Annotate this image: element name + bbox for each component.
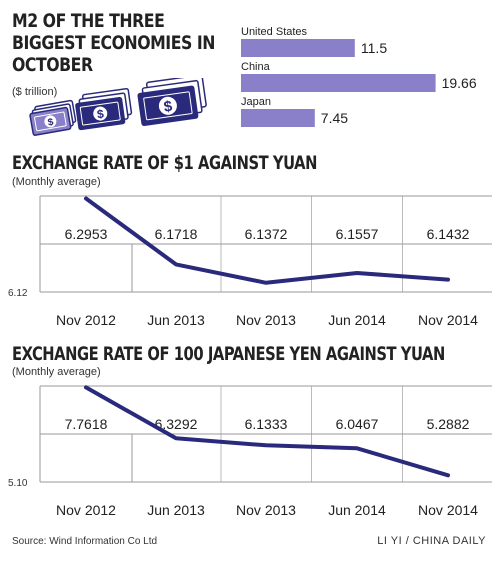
m2-value-label: 7.45 <box>321 110 348 126</box>
svg-text:$: $ <box>47 117 55 129</box>
banknote-small-icon: $ <box>29 99 77 136</box>
yen-ymin-label: 5.10 <box>8 478 28 489</box>
svg-text:$: $ <box>163 98 174 116</box>
m2-category-label: Japan <box>241 96 271 108</box>
banknote-medium-icon: $ <box>75 87 133 131</box>
yen-value-label: 7.7618 <box>65 416 108 432</box>
yen-value-label: 6.3292 <box>155 416 198 432</box>
yen-value-label: 6.0467 <box>336 416 379 432</box>
usd-value-label: 6.1557 <box>336 226 379 242</box>
yen-value-label: 6.1333 <box>245 416 288 432</box>
usd-chart-title: EXCHANGE RATE OF $1 AGAINST YUAN <box>12 152 317 174</box>
yen-chart-subtitle: (Monthly average) <box>12 366 101 378</box>
m2-value-label: 19.66 <box>442 75 477 91</box>
usd-line-chart: 6.12 6.2953 6.1718 6.1372 6.1557 6.1432 Nov 20… <box>8 195 492 328</box>
yen-x-tick-label: Jun 2013 <box>147 502 205 518</box>
m2-value-label: 11.5 <box>361 40 387 56</box>
usd-x-tick-label: Nov 2013 <box>236 312 296 328</box>
yen-series-line <box>84 385 450 478</box>
usd-series-line <box>84 196 450 285</box>
usd-x-tick-label: Nov 2014 <box>418 312 478 328</box>
credit-note: LI YI / CHINA DAILY <box>377 535 486 547</box>
m2-category-label: China <box>241 61 271 73</box>
usd-x-tick-label: Nov 2012 <box>56 312 116 328</box>
usd-value-label: 6.1718 <box>155 226 198 242</box>
usd-value-label: 6.2953 <box>65 226 108 242</box>
yen-x-tick-label: Nov 2014 <box>418 502 478 518</box>
usd-x-tick-label: Jun 2014 <box>328 312 386 328</box>
banknote-large-icon: $ <box>137 78 207 127</box>
yen-line-chart: 5.10 7.7618 6.3292 6.1333 6.0467 5.2882 Nov 20… <box>8 385 492 518</box>
usd-x-tick-label: Jun 2013 <box>147 312 205 328</box>
yen-x-tick-label: Jun 2014 <box>328 502 386 518</box>
usd-value-label: 6.1432 <box>427 226 470 242</box>
m2-bar-chart: United States 11.5 China 19.66 Japan 7.45 <box>241 26 477 127</box>
yen-value-label: 5.2882 <box>427 416 470 432</box>
m2-category-label: United States <box>241 26 308 38</box>
yen-chart-title: EXCHANGE RATE OF 100 JAPANESE YEN AGAINS… <box>12 343 445 365</box>
source-note: Source: Wind Information Co Ltd <box>12 536 158 547</box>
m2-chart-unit: ($ trillion) <box>12 86 58 98</box>
yen-x-tick-label: Nov 2013 <box>236 502 296 518</box>
m2-bar <box>241 39 355 57</box>
svg-text:$: $ <box>96 107 105 122</box>
m2-bar <box>241 74 436 92</box>
usd-ymin-label: 6.12 <box>8 288 28 299</box>
usd-value-label: 6.1372 <box>245 226 288 242</box>
banknote-stack-icon: $ $ $ <box>29 78 207 136</box>
yen-x-tick-label: Nov 2012 <box>56 502 116 518</box>
usd-chart-subtitle: (Monthly average) <box>12 176 101 188</box>
m2-chart-title: M2 OF THE THREE BIGGEST ECONOMIES IN OCT… <box>12 10 215 76</box>
m2-bar <box>241 109 315 127</box>
